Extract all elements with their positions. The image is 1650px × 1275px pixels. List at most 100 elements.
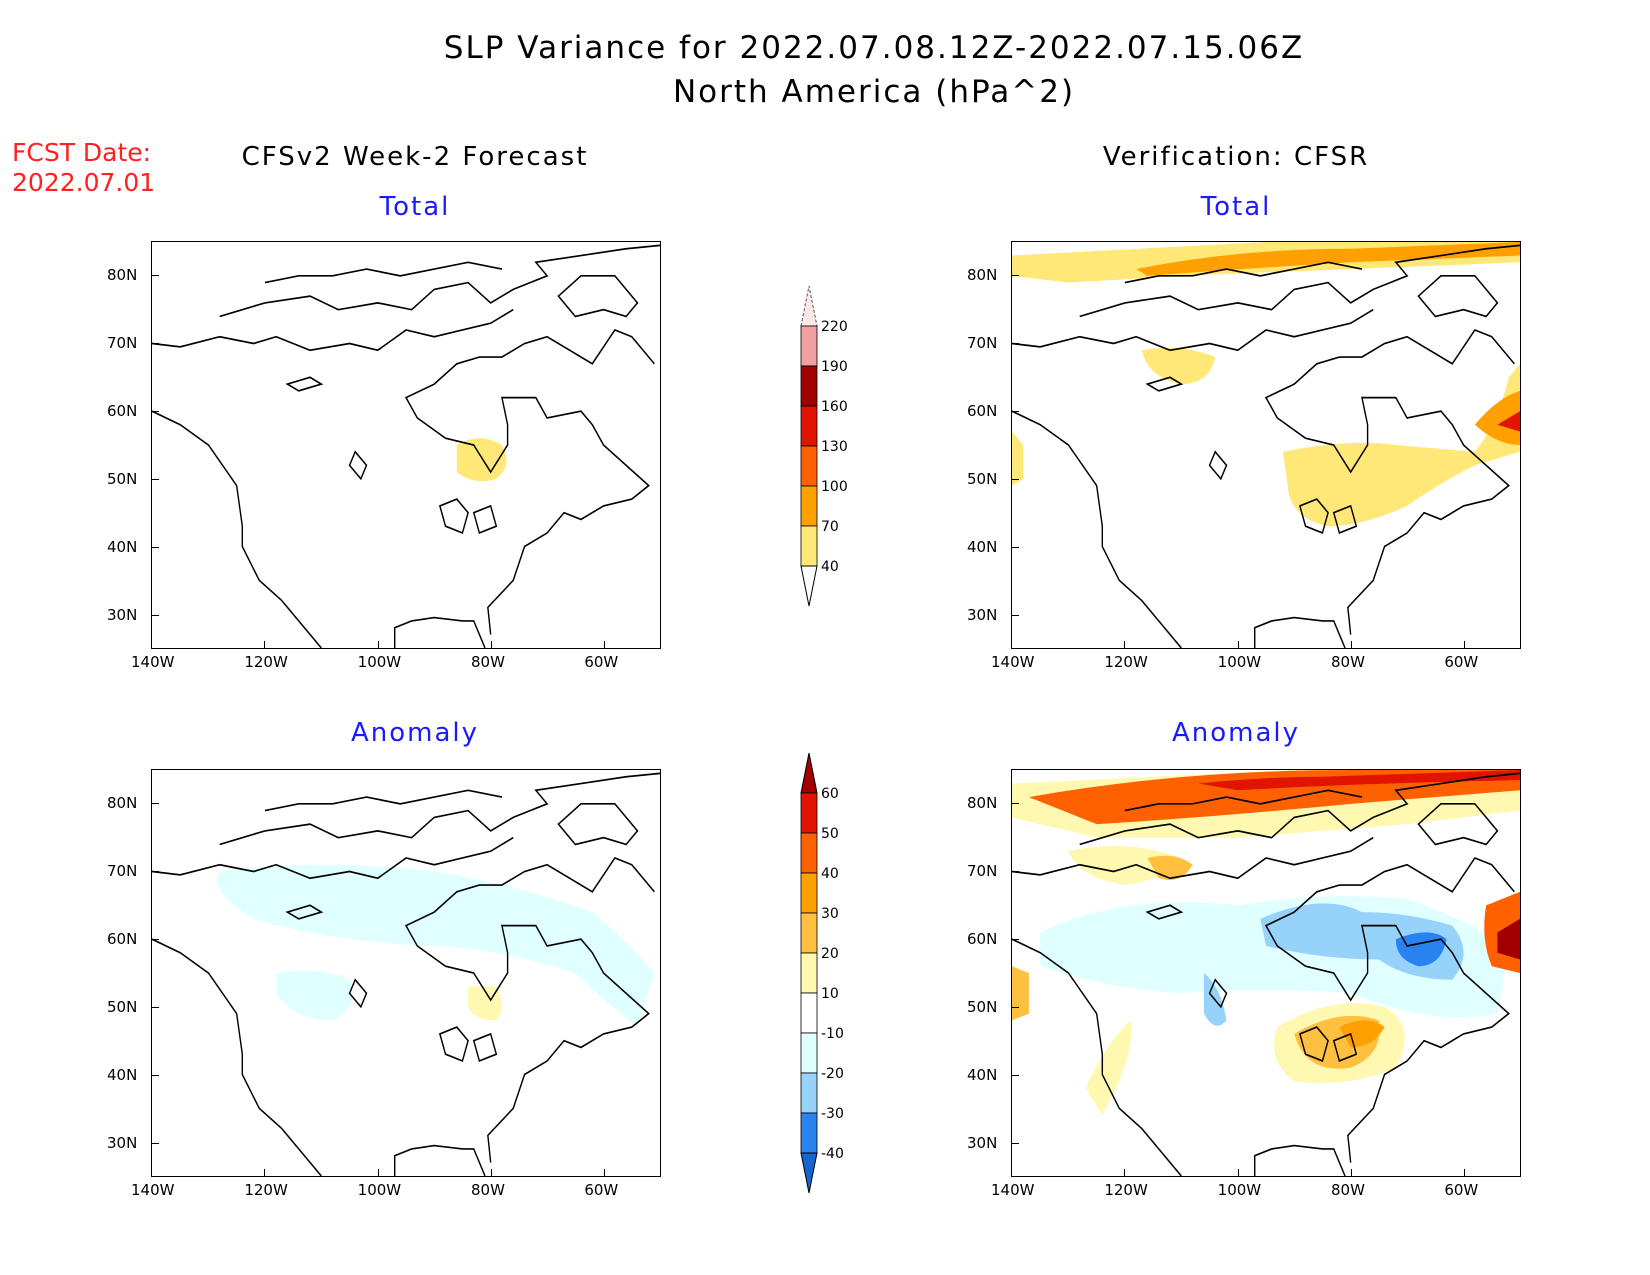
chart-subtitle: North America (hPa^2) <box>672 74 1076 110</box>
colorbar-segment <box>800 832 818 874</box>
panel-title: Total <box>1200 192 1272 222</box>
tick-mark <box>1011 615 1019 616</box>
lon-tick-label: 60W <box>584 653 619 671</box>
panel-title: Anomaly <box>350 718 480 748</box>
chart-title: SLP Variance for 2022.07.08.12Z-2022.07.… <box>443 30 1305 66</box>
lat-tick-label: 70N <box>107 334 138 352</box>
lat-tick-label: 60N <box>107 402 138 420</box>
lat-tick-label: 60N <box>107 930 138 948</box>
colorbar-label: 130 <box>821 439 848 455</box>
lat-tick-label: 50N <box>967 998 998 1016</box>
colorbar-label: -20 <box>821 1066 844 1082</box>
map-verification-anomaly <box>1011 769 1521 1177</box>
lon-tick-label: 80W <box>1331 653 1365 671</box>
coastline <box>152 244 660 648</box>
colorbar-label: 40 <box>821 866 839 882</box>
tick-mark <box>1124 641 1126 649</box>
colorbar-label: 50 <box>821 826 839 842</box>
colorbar-segment <box>800 912 818 954</box>
contour-fill <box>276 970 353 1021</box>
lon-tick-label: 140W <box>131 653 175 671</box>
lat-tick-label: 30N <box>967 1134 998 1152</box>
left-column-title: CFSv2 Week-2 Forecast <box>241 142 589 172</box>
colorbar-segment <box>800 525 818 567</box>
lat-tick-label: 80N <box>967 794 998 812</box>
map-forecast-total <box>151 241 661 649</box>
lat-tick-label: 40N <box>107 1066 138 1084</box>
colorbar-label: 190 <box>821 359 848 375</box>
lat-tick-label: 30N <box>107 606 138 624</box>
lat-tick-label: 40N <box>107 538 138 556</box>
tick-mark <box>1011 641 1012 649</box>
map-forecast-anomaly <box>151 769 661 1177</box>
contour-fill <box>1012 431 1024 486</box>
lat-tick-label: 40N <box>967 538 998 556</box>
colorbar-label: 20 <box>821 946 839 962</box>
lon-tick-label: 100W <box>1217 653 1262 671</box>
lat-tick-label: 80N <box>967 266 998 284</box>
tick-mark <box>1011 1143 1019 1144</box>
tick-mark <box>1011 343 1019 344</box>
lat-tick-label: 30N <box>107 1134 138 1152</box>
tick-mark <box>1011 939 1019 940</box>
tick-mark <box>1011 1169 1012 1177</box>
tick-mark <box>151 411 159 412</box>
tick-mark <box>1237 641 1239 649</box>
contour-fill <box>1068 845 1182 886</box>
tick-mark <box>151 939 159 940</box>
contour-fill <box>1474 390 1520 445</box>
tick-mark <box>491 1169 492 1177</box>
contour-fill <box>1028 770 1520 825</box>
colorbar-segment <box>800 365 818 407</box>
colorbar-segment <box>800 952 818 994</box>
tick-mark <box>151 275 159 276</box>
map-verification-total <box>1011 241 1521 649</box>
lon-tick-label: 120W <box>1104 653 1148 671</box>
lat-tick-label: 50N <box>107 470 138 488</box>
tick-mark <box>264 1169 266 1177</box>
contour-fill <box>1497 918 1520 960</box>
lon-tick-label: 100W <box>357 1181 402 1199</box>
lat-tick-label: 30N <box>967 606 998 624</box>
lat-tick-label: 80N <box>107 266 138 284</box>
colorbar-arrow-top <box>800 285 818 327</box>
tick-mark <box>1351 641 1352 649</box>
colorbar-segment <box>800 1072 818 1114</box>
colorbar-total: 220 190 160 130 100 70 40 <box>800 285 848 607</box>
lat-tick-label: 70N <box>967 862 998 880</box>
colorbar-segment <box>800 445 818 487</box>
tick-mark <box>151 1169 152 1177</box>
tick-mark <box>1011 1007 1019 1008</box>
lon-tick-label: 60W <box>1444 653 1479 671</box>
tick-mark <box>151 641 152 649</box>
tick-mark <box>1237 1169 1239 1177</box>
tick-mark <box>491 641 492 649</box>
tick-mark <box>151 343 159 344</box>
lon-tick-label: 120W <box>244 1181 288 1199</box>
tick-mark <box>1011 479 1019 480</box>
tick-mark <box>604 641 606 649</box>
contour-fill <box>1339 1020 1385 1048</box>
lon-tick-label: 80W <box>1331 1181 1365 1199</box>
colorbar-segment <box>800 792 818 834</box>
shading <box>1012 770 1520 1116</box>
tick-mark <box>1011 1075 1019 1076</box>
lon-tick-label: 140W <box>991 1181 1035 1199</box>
colorbar-label: -40 <box>821 1146 844 1162</box>
lon-tick-label: 100W <box>1217 1181 1262 1199</box>
lat-tick-label: 80N <box>107 794 138 812</box>
tick-mark <box>151 479 159 480</box>
lon-tick-label: 80W <box>471 653 505 671</box>
lat-tick-label: 70N <box>967 334 998 352</box>
colorbar-label: -10 <box>821 1026 844 1042</box>
tick-mark <box>151 1075 159 1076</box>
contour-fill <box>1012 966 1029 1021</box>
colorbar-label: 160 <box>821 399 848 415</box>
contour-fill <box>1282 363 1520 527</box>
tick-mark <box>151 871 159 872</box>
panel-title: Anomaly <box>1171 718 1301 748</box>
colorbar-label: 30 <box>821 906 839 922</box>
panel-title: Total <box>379 192 451 222</box>
colorbar-label: 10 <box>821 986 839 1002</box>
tick-mark <box>151 1007 159 1008</box>
